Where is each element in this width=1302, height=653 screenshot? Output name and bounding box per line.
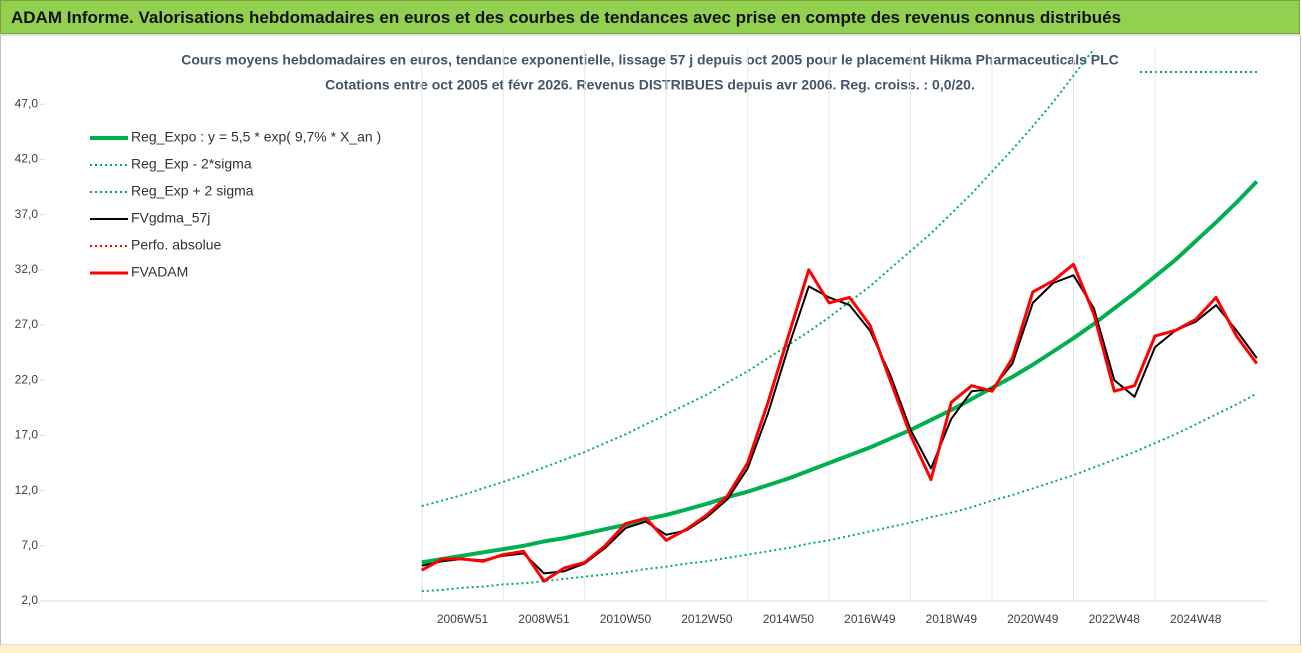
- y-tick-label: 2,0: [21, 593, 38, 607]
- banner-title: ADAM Informe. Valorisations hebdomadaire…: [0, 0, 1300, 34]
- y-tick-label: 7,0: [21, 538, 38, 552]
- x-tick-label: 2008W51: [518, 612, 570, 626]
- x-tick-label: 2022W48: [1089, 612, 1141, 626]
- series-line: [421, 262, 1259, 583]
- x-tick-label: 2016W49: [844, 612, 896, 626]
- x-tick-label: 2012W50: [681, 612, 733, 626]
- legend-label: Reg_Exp + 2 sigma: [131, 183, 254, 199]
- legend-label: FVADAM: [131, 264, 188, 280]
- subtitle: Cotations entre oct 2005 et févr 2026. R…: [325, 77, 975, 93]
- y-tick-label: 17,0: [15, 428, 39, 442]
- y-tick-label: 27,0: [15, 317, 39, 331]
- x-tick-label: 2006W51: [437, 612, 489, 626]
- series-line: [421, 49, 1096, 508]
- y-tick-label: 37,0: [15, 207, 39, 221]
- bottom-strip: [0, 645, 1302, 653]
- chart-border: [0, 34, 1301, 646]
- legend-label: Reg_Expo : y = 5,5 * exp( 9,7% * X_an ): [131, 129, 381, 145]
- x-tick-label: 2010W50: [600, 612, 652, 626]
- x-tick-label: 2024W48: [1170, 612, 1222, 626]
- y-tick-label: 47,0: [15, 96, 39, 110]
- legend-label: FVgdma_57j: [131, 210, 210, 226]
- y-tick-label: 32,0: [15, 262, 39, 276]
- series-line: [421, 180, 1259, 565]
- plot-area: [421, 49, 1259, 593]
- legend-label: Perfo. absolue: [131, 237, 221, 253]
- y-tick-label: 22,0: [15, 372, 39, 386]
- y-tick-label: 12,0: [15, 483, 39, 497]
- series-line: [421, 392, 1258, 593]
- subtitle: Cours moyens hebdomadaires en euros, ten…: [181, 52, 1119, 68]
- legend-label: Reg_Exp - 2*sigma: [131, 156, 252, 172]
- x-tick-label: 2014W50: [763, 612, 815, 626]
- series-line: [421, 274, 1258, 575]
- x-tick-label: 2018W49: [926, 612, 978, 626]
- y-tick-label: 42,0: [15, 152, 39, 166]
- x-tick-label: 2020W49: [1007, 612, 1059, 626]
